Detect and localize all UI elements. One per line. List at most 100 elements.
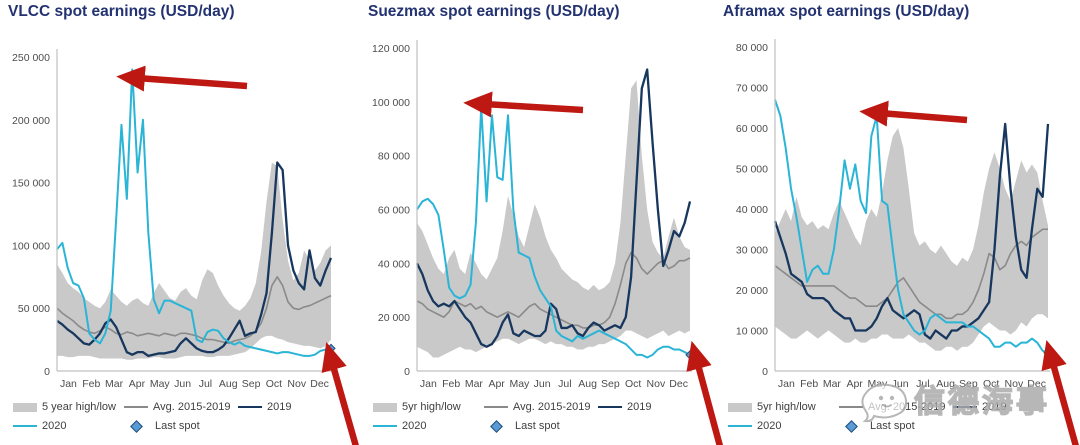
legend-label: 2020 — [42, 420, 67, 432]
plot-canvas: 0 50 000 100 000 150 000 200 000 250 000 Jan Fe… — [12, 49, 336, 390]
svg-text:40 000: 40 000 — [736, 204, 768, 216]
legend-item-avg: Avg. 2015-2019 — [124, 400, 230, 414]
svg-text:Apr: Apr — [488, 378, 505, 390]
aframax-chart: 0 10 000 20 000 30 000 40 000 50 000 60 000 70 … — [715, 0, 1080, 400]
legend-item-last-spot: Last spot — [839, 419, 915, 433]
svg-text:Jul: Jul — [916, 378, 929, 390]
chart-title-suezmax: Suezmax spot earnings (USD/day) — [368, 3, 620, 20]
svg-text:Nov: Nov — [287, 378, 306, 390]
svg-text:Oct: Oct — [625, 378, 641, 390]
svg-text:50 000: 50 000 — [18, 303, 50, 315]
chart-panel-vlcc: VLCC spot earnings (USD/day) 0 50 000 100 … — [0, 0, 360, 445]
svg-text:Apr: Apr — [129, 378, 146, 390]
avg-line-swatch — [124, 406, 148, 408]
svg-text:20 000: 20 000 — [736, 285, 768, 297]
legend-label: 2019 — [627, 401, 652, 413]
svg-text:May: May — [150, 378, 171, 390]
plot-canvas: 0 20 000 40 000 60 000 80 000 100 000 120 000 J… — [372, 40, 695, 390]
svg-text:May: May — [509, 378, 530, 390]
svg-text:Feb: Feb — [800, 378, 818, 390]
cartoon-ship-face-icon — [861, 383, 908, 423]
legend-label: Last spot — [155, 420, 200, 432]
svg-text:Jan: Jan — [778, 378, 795, 390]
watermark-text: 信德海事 — [913, 383, 1050, 419]
legend-item-band: 5 year high/low — [13, 400, 116, 414]
svg-text:20 000: 20 000 — [378, 312, 410, 324]
chart-title-vlcc: VLCC spot earnings (USD/day) — [8, 3, 235, 20]
legend-label: 5 year high/low — [42, 401, 116, 413]
plot-canvas: 0 10 000 20 000 30 000 40 000 50 000 60 000 70 … — [736, 39, 1053, 390]
legend-label: 2020 — [757, 420, 782, 432]
legend-label: 5yr high/low — [757, 401, 816, 413]
svg-text:100 000: 100 000 — [372, 97, 410, 109]
line-2020-swatch — [728, 425, 752, 427]
legend-item-2019: 2019 — [953, 400, 1006, 414]
svg-text:Apr: Apr — [846, 378, 863, 390]
legend-label: Avg. 2015-2019 — [513, 401, 591, 413]
svg-text:Aug: Aug — [219, 378, 238, 390]
legend-label: 2020 — [402, 420, 427, 432]
svg-text:0: 0 — [44, 366, 50, 378]
vlcc-chart: 0 50 000 100 000 150 000 200 000 250 000 Jan Fe… — [0, 0, 360, 400]
svg-text:Oct: Oct — [983, 378, 999, 390]
svg-text:Feb: Feb — [82, 378, 100, 390]
legend-item-2020: 2020 — [373, 419, 426, 433]
svg-text:Mar: Mar — [105, 378, 124, 390]
avg-line-swatch — [484, 406, 508, 408]
svg-text:50 000: 50 000 — [736, 164, 768, 176]
svg-text:Jul: Jul — [199, 378, 212, 390]
svg-text:Dec: Dec — [310, 378, 329, 390]
svg-text:250 000: 250 000 — [12, 52, 50, 64]
legend-label: 2019 — [982, 401, 1007, 413]
legend-item-last-spot: Last spot — [484, 419, 560, 433]
legend-label: 5yr high/low — [402, 401, 461, 413]
svg-text:30 000: 30 000 — [736, 245, 768, 257]
svg-text:Feb: Feb — [442, 378, 460, 390]
svg-text:150 000: 150 000 — [12, 178, 50, 190]
legend-item-avg: Avg. 2015-2019 — [484, 400, 590, 414]
line-2019-swatch — [598, 406, 622, 408]
last-spot-diamond-icon — [845, 419, 858, 433]
svg-text:Sep: Sep — [601, 378, 620, 390]
svg-text:80 000: 80 000 — [736, 42, 768, 54]
line-2019-swatch — [238, 406, 262, 408]
band-swatch — [373, 402, 397, 412]
chart-title-aframax: Aframax spot earnings (USD/day) — [723, 3, 970, 20]
svg-text:Dec: Dec — [669, 378, 688, 390]
svg-text:Sep: Sep — [242, 378, 261, 390]
svg-text:Jan: Jan — [60, 378, 77, 390]
svg-text:Jun: Jun — [174, 378, 191, 390]
svg-text:60 000: 60 000 — [736, 123, 768, 135]
svg-text:Mar: Mar — [823, 378, 842, 390]
line-2020-swatch — [13, 425, 37, 427]
svg-text:Sep: Sep — [959, 378, 978, 390]
svg-text:Aug: Aug — [936, 378, 955, 390]
avg-line-swatch — [839, 406, 863, 408]
chart-panel-suezmax: Suezmax spot earnings (USD/day) 0 20 000 4… — [360, 0, 715, 445]
watermark: 信德海事 — [858, 378, 1050, 424]
legend-item-2019: 2019 — [238, 400, 291, 414]
svg-text:Jan: Jan — [420, 378, 437, 390]
svg-text:Nov: Nov — [647, 378, 666, 390]
svg-text:0: 0 — [404, 366, 410, 378]
svg-text:200 000: 200 000 — [12, 115, 50, 127]
line-2019-swatch — [953, 406, 977, 408]
svg-text:60 000: 60 000 — [378, 205, 410, 217]
legend-label: Last spot — [515, 420, 560, 432]
legend-label: Last spot — [870, 420, 915, 432]
svg-text:Mar: Mar — [465, 378, 484, 390]
svg-text:100 000: 100 000 — [12, 240, 50, 252]
svg-text:Dec: Dec — [1027, 378, 1046, 390]
band-swatch — [13, 402, 37, 412]
legend-label: 2019 — [267, 401, 292, 413]
legend-item-last-spot: Last spot — [124, 419, 200, 433]
legend-item-band: 5yr high/low — [373, 400, 461, 414]
svg-text:0: 0 — [762, 366, 768, 378]
last-spot-diamond-icon — [130, 419, 143, 433]
svg-text:80 000: 80 000 — [378, 151, 410, 163]
legend-item-2020: 2020 — [728, 419, 781, 433]
band-swatch — [728, 402, 752, 412]
svg-text:10 000: 10 000 — [736, 326, 768, 338]
svg-text:40 000: 40 000 — [378, 258, 410, 270]
